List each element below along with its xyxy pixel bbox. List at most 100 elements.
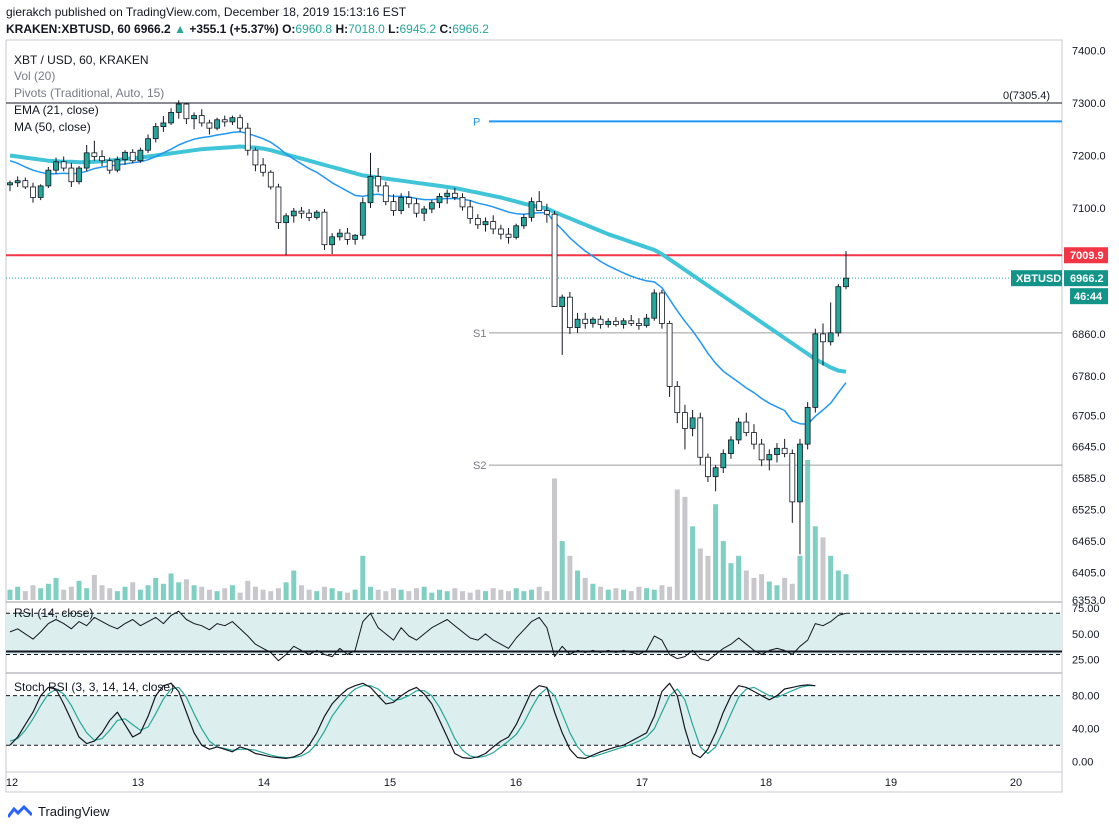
- candle: [451, 188, 458, 201]
- legend-ma: MA (50, close): [14, 120, 91, 134]
- volume-bar: [321, 586, 327, 600]
- volume-bar: [306, 589, 312, 600]
- pivot-p-label: P: [473, 116, 480, 128]
- volume-bar: [483, 591, 489, 600]
- stoch-k-line: [9, 682, 816, 760]
- candle-body: [160, 122, 167, 127]
- candle-body: [628, 320, 635, 324]
- candle: [367, 152, 374, 208]
- candle-body: [543, 210, 550, 215]
- price-axis-tick-label: 6705.0: [1072, 410, 1106, 422]
- candle-body: [620, 320, 627, 325]
- candle: [152, 122, 159, 143]
- ema21-line: [9, 131, 847, 425]
- candle-body: [505, 233, 512, 238]
- candle-body: [260, 164, 267, 173]
- candle-body: [321, 211, 328, 246]
- candle: [290, 207, 297, 223]
- candle-body: [728, 439, 734, 454]
- candle-body: [444, 192, 451, 197]
- volume-bar: [590, 583, 596, 600]
- price-axis-tick-label: 6353.0: [1072, 595, 1106, 607]
- candle: [659, 289, 665, 329]
- volume-bar: [621, 589, 627, 600]
- candle-body: [559, 296, 566, 308]
- volume-bar: [344, 592, 350, 600]
- high-value: 7018.0: [348, 22, 385, 36]
- candle-body: [7, 182, 13, 186]
- rsi-axis-tick-label: 75.00: [1072, 603, 1100, 615]
- candle: [543, 203, 550, 223]
- price-axis-tick-label: 7100.0: [1072, 203, 1106, 215]
- candle: [83, 144, 90, 172]
- candle-body: [313, 211, 320, 218]
- candle: [666, 320, 673, 397]
- candle: [559, 294, 566, 355]
- volume-bar: [337, 591, 343, 600]
- candle-body: [743, 421, 750, 433]
- volume-bar: [751, 577, 757, 600]
- candle: [390, 194, 397, 216]
- legend-pivots: Pivots (Traditional, Auto, 15): [14, 86, 164, 100]
- candle: [835, 284, 842, 337]
- candle-body: [191, 115, 197, 120]
- volume-bar: [229, 585, 235, 600]
- candle: [267, 170, 274, 190]
- symbol-quote-line: KRAKEN:XBTUSD, 60 6966.2 ▲ +355.1 (+5.37…: [6, 22, 489, 36]
- candle: [7, 180, 13, 192]
- candle-body: [459, 197, 466, 208]
- volume-bar: [575, 570, 581, 600]
- candle-body: [497, 228, 504, 235]
- volume-bar: [835, 570, 841, 600]
- volume-bar: [76, 580, 82, 600]
- candle: [68, 162, 75, 187]
- volume-bar: [782, 577, 788, 600]
- candle: [283, 213, 290, 256]
- candle-body: [290, 210, 297, 217]
- resistance-price-label: 7009.9: [1064, 247, 1108, 264]
- tradingview-footer[interactable]: TradingView: [8, 804, 110, 819]
- volume-bar: [805, 460, 811, 600]
- candle-body: [605, 320, 612, 325]
- volume-bar: [191, 585, 197, 600]
- candle-body: [643, 317, 650, 326]
- volume-bar: [582, 577, 588, 600]
- candle: [551, 211, 558, 308]
- volume-bar: [199, 586, 205, 600]
- time-axis-tick-label: 16: [510, 777, 522, 789]
- volume-bar: [697, 548, 703, 600]
- candle-body: [168, 112, 174, 124]
- candle-body: [474, 218, 481, 226]
- candle-body: [298, 210, 305, 214]
- candle-body: [83, 152, 90, 169]
- volume-bar: [390, 588, 396, 600]
- candle-body: [843, 277, 849, 288]
- candle: [30, 182, 36, 203]
- candle: [91, 140, 98, 161]
- tradingview-logo-icon: [8, 804, 32, 819]
- candle-body: [114, 159, 121, 171]
- volume-bar: [383, 591, 389, 600]
- volume-bar: [820, 537, 826, 600]
- volume-bar: [84, 588, 90, 600]
- candle-body: [129, 151, 136, 162]
- candle: [260, 158, 267, 177]
- volume-bar: [237, 592, 243, 600]
- candle-body: [436, 196, 443, 204]
- volume-bar: [490, 588, 496, 600]
- countdown-label-text: 46:44: [1074, 291, 1103, 303]
- candle: [313, 210, 320, 220]
- ma50-line: [9, 144, 847, 374]
- candle: [682, 404, 688, 450]
- candle-body: [735, 421, 742, 441]
- candle-body: [513, 225, 520, 238]
- candle: [168, 108, 174, 126]
- symbol-tag-text: XBTUSD: [1016, 273, 1061, 285]
- candle-body: [820, 333, 826, 343]
- candle-body: [352, 234, 359, 240]
- candle-body: [221, 119, 228, 123]
- volume-bar: [498, 589, 504, 600]
- volume-bar: [667, 586, 673, 600]
- volume-bar: [61, 589, 67, 600]
